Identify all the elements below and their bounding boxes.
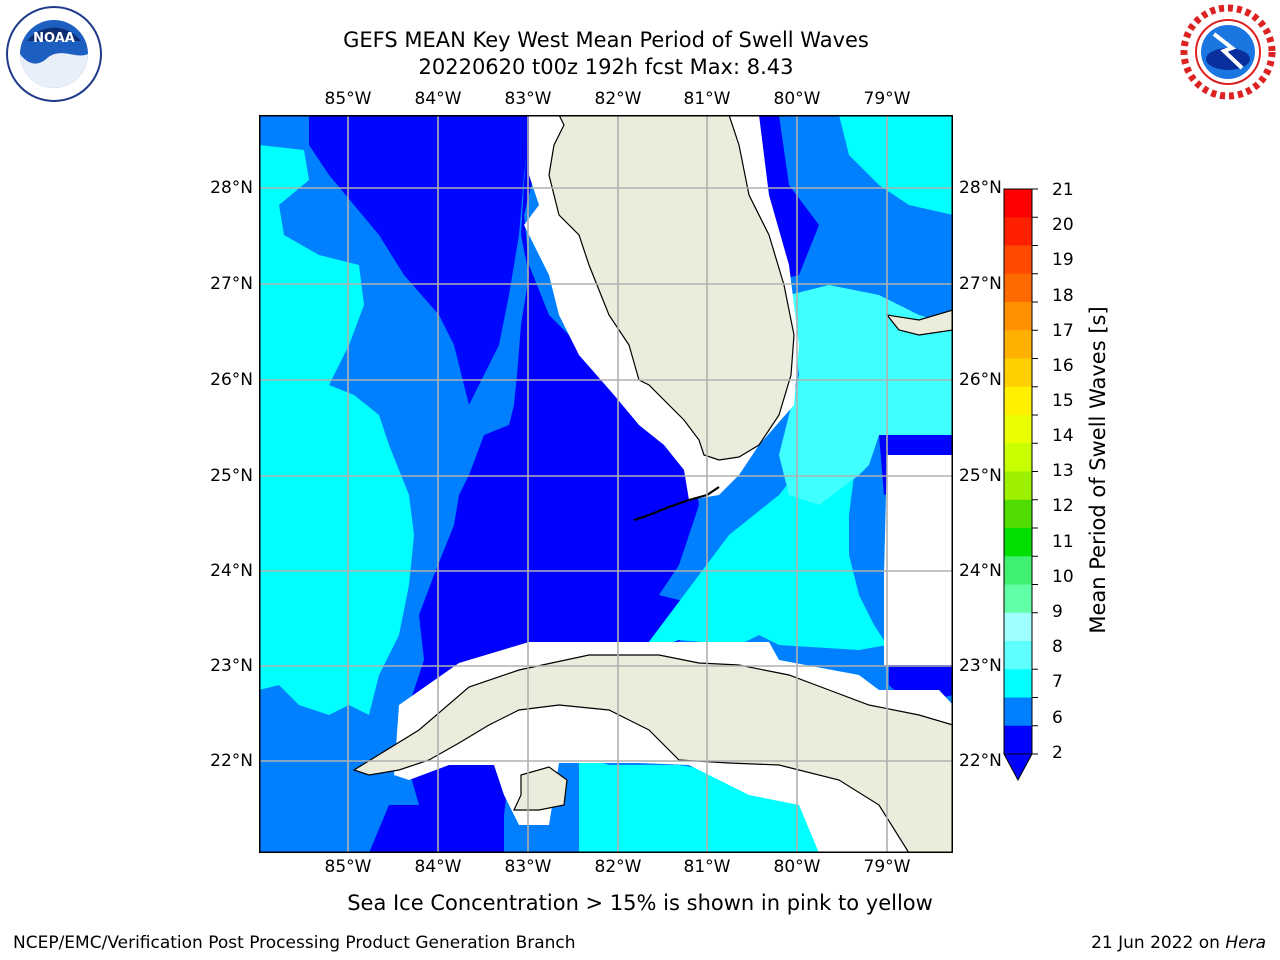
florida-keys (633, 486, 720, 522)
lon-label: 84°W (414, 857, 462, 877)
lat-label: 22°N (959, 751, 1002, 771)
lon-label: 79°W (863, 89, 911, 109)
colorbar-tick: 13 (1052, 461, 1074, 481)
lat-label: 26°N (210, 370, 253, 390)
colorbar-tick: 18 (1052, 286, 1074, 306)
chart-title: GEFS MEAN Key West Mean Period of Swell … (343, 28, 869, 52)
lon-axis-bottom: 85°W 84°W 83°W 82°W 81°W 80°W 79°W (0, 857, 1280, 879)
map-grid (259, 115, 953, 853)
nodata-bahamas (884, 455, 953, 665)
lat-label: 22°N (210, 751, 253, 771)
lon-label: 84°W (414, 89, 462, 109)
colorbar-segment (1004, 725, 1032, 755)
colorbar-segment (1004, 273, 1032, 303)
colorbar-tick: 21 (1052, 180, 1074, 200)
colorbar-segment (1004, 443, 1032, 472)
noaa-logo-text: NOAA (33, 31, 75, 46)
colorbar-tick: 16 (1052, 356, 1074, 376)
lon-label: 85°W (324, 89, 372, 109)
footer-date: 21 Jun 2022 on Hera (1091, 933, 1266, 953)
lat-label: 28°N (210, 178, 253, 198)
colorbar-tick: 17 (1052, 321, 1074, 341)
colorbar-segment (1004, 245, 1032, 275)
colorbar-segment (1004, 471, 1032, 501)
lat-label: 27°N (959, 274, 1002, 294)
lon-label: 81°W (683, 857, 731, 877)
colorbar-tick: 12 (1052, 496, 1074, 516)
lat-label: 25°N (210, 466, 253, 486)
cyan-zone-west (259, 145, 414, 715)
cyan-zone-east (779, 285, 953, 505)
lat-label: 24°N (210, 561, 253, 581)
lat-axis-right: 28°N 27°N 26°N 25°N 24°N 23°N 22°N (959, 0, 1019, 960)
lat-label: 27°N (210, 274, 253, 294)
noaa-logo: NOAA (6, 6, 102, 102)
lon-label: 80°W (773, 857, 821, 877)
lat-label: 23°N (959, 656, 1002, 676)
colorbar-tick: 15 (1052, 391, 1074, 411)
colorbar-label: Mean Period of Swell Waves [s] (1086, 306, 1110, 634)
lon-label: 81°W (683, 89, 731, 109)
footer-date-text: 21 Jun 2022 on (1091, 933, 1220, 953)
colorbar-segment (1004, 358, 1032, 388)
lat-label: 23°N (210, 656, 253, 676)
nws-logo (1180, 4, 1276, 100)
colorbar-tick: 7 (1052, 672, 1063, 692)
lat-label: 24°N (959, 561, 1002, 581)
lon-label: 83°W (504, 857, 552, 877)
land-bahamas (885, 309, 953, 336)
colorbar-segment (1004, 584, 1032, 614)
lat-label: 26°N (959, 370, 1002, 390)
colorbar-extend-arrow (1003, 753, 1033, 782)
colorbar-tick: 14 (1052, 426, 1074, 446)
lon-label: 82°W (594, 857, 642, 877)
colorbar-segment (1004, 217, 1032, 246)
colorbar-tick: 10 (1052, 567, 1074, 587)
colorbar-segment (1004, 641, 1032, 670)
colorbar-tick: 8 (1052, 637, 1063, 657)
lon-label: 79°W (863, 857, 911, 877)
cyan-zone-southwest (579, 755, 859, 853)
colorbar-tick: 6 (1052, 708, 1063, 728)
colorbar-segment (1004, 528, 1032, 557)
colorbar (1003, 188, 1038, 782)
lat-label: 25°N (959, 466, 1002, 486)
colorbar-tick: 19 (1052, 250, 1074, 270)
chart-subtitle: 20220620 t00z 192h fcst Max: 8.43 (418, 55, 794, 79)
lon-axis-top: 85°W 84°W 83°W 82°W 81°W 80°W 79°W (0, 89, 1280, 111)
lon-label: 82°W (594, 89, 642, 109)
cyan-zone-northeast (839, 115, 953, 215)
colorbar-segment (1004, 612, 1032, 642)
colorbar-tick: 20 (1052, 215, 1074, 235)
colorbar-tick: 9 (1052, 602, 1063, 622)
colorbar-segment (1004, 302, 1032, 331)
colorbar-tick: 2 (1052, 743, 1063, 763)
sea-ice-note: Sea Ice Concentration > 15% is shown in … (347, 891, 933, 915)
colorbar-segment (1004, 499, 1032, 529)
colorbar-segment (1004, 189, 1032, 218)
land-florida (548, 115, 795, 461)
lon-label: 80°W (773, 89, 821, 109)
colorbar-segment (1004, 386, 1032, 416)
footer-branch: NCEP/EMC/Verification Post Processing Pr… (13, 933, 576, 953)
colorbar-segment (1004, 669, 1032, 698)
colorbar-segment (1004, 415, 1032, 444)
swell-period-map (259, 115, 953, 853)
lat-axis-left: 28°N 27°N 26°N 25°N 24°N 23°N 22°N (0, 0, 253, 960)
land-cuba (352, 654, 953, 853)
map-frame (259, 115, 953, 853)
lat-label: 28°N (959, 178, 1002, 198)
lon-label: 83°W (504, 89, 552, 109)
colorbar-tick: 11 (1052, 532, 1074, 552)
colorbar-segment (1004, 330, 1032, 359)
cyan-zone-south (639, 345, 887, 655)
colorbar-segment (1004, 697, 1032, 727)
footer-host: Hera (1225, 933, 1266, 953)
lon-label: 85°W (324, 857, 372, 877)
colorbar-segment (1004, 556, 1032, 585)
